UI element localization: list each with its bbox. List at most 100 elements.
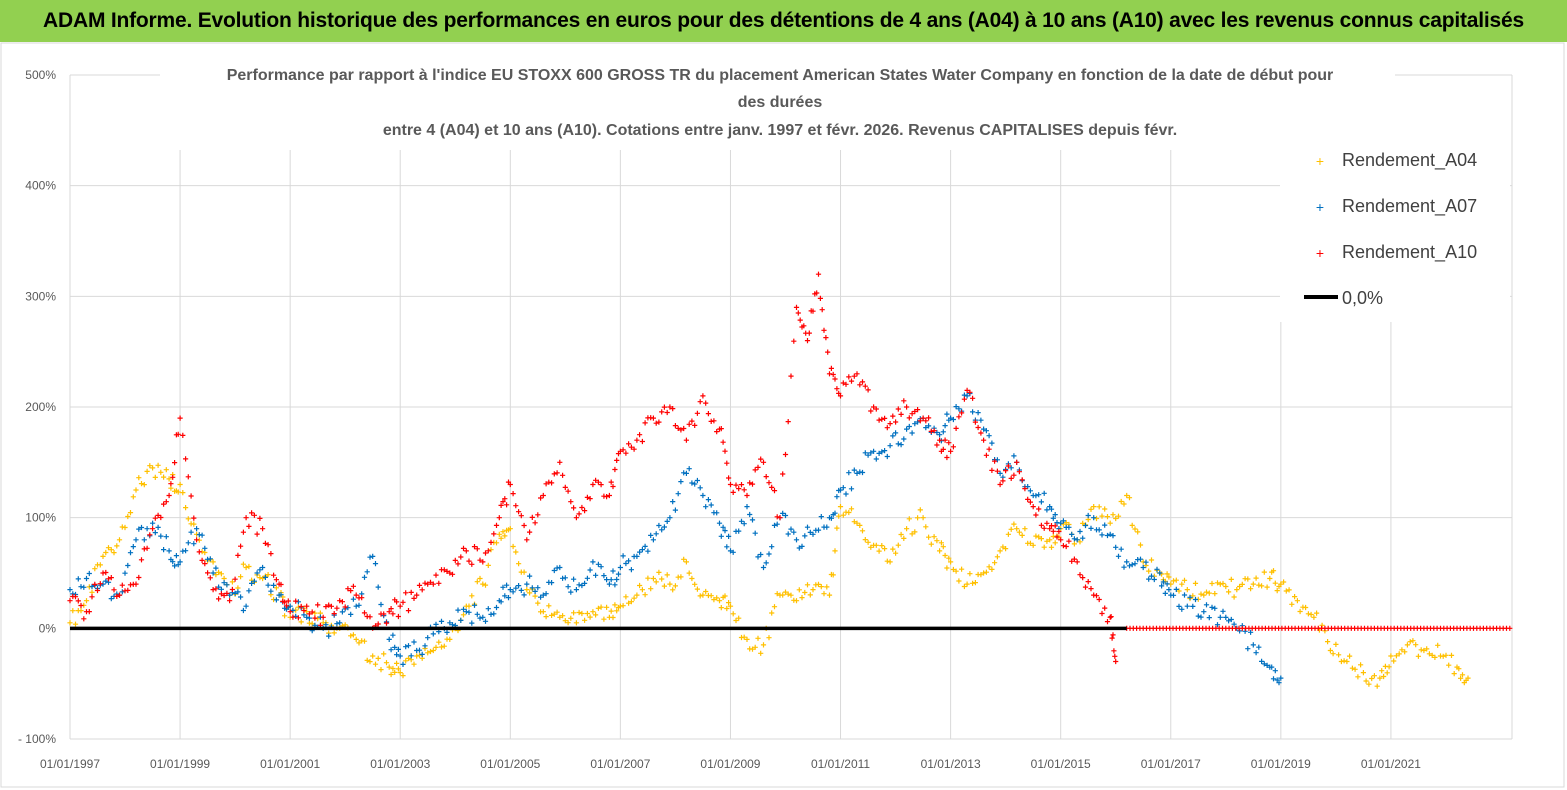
a10-point [177, 415, 183, 421]
a07-point [510, 589, 516, 595]
a04-point [1041, 544, 1047, 550]
a10-point [576, 511, 582, 517]
a04-point [1093, 515, 1100, 522]
a04-point [1121, 501, 1127, 507]
a10-point [1063, 543, 1069, 550]
a10-point [283, 603, 290, 609]
a07-point [994, 457, 1000, 463]
a04-point [1063, 520, 1069, 526]
a07-point [689, 480, 695, 486]
a07-point [565, 584, 571, 590]
a07-point [372, 561, 379, 567]
a04-point [1107, 520, 1113, 526]
a04-point [356, 640, 362, 646]
a10-point [785, 419, 791, 425]
a07-point [868, 450, 874, 456]
a07-point [527, 573, 533, 579]
x-tick-label: 01/01/1999 [150, 757, 210, 771]
a10-point [350, 583, 356, 589]
a10-point [175, 431, 181, 437]
a04-point [1148, 557, 1155, 563]
a04-point [1421, 647, 1427, 654]
x-tick-label: 01/01/2017 [1141, 757, 1201, 771]
a10-point [155, 512, 161, 518]
a04-point [986, 564, 992, 570]
a10-point [920, 415, 926, 421]
a04-point [865, 539, 871, 545]
a10-point [683, 437, 689, 443]
a10-point [826, 371, 833, 377]
a04-point [950, 566, 956, 573]
a07-point [141, 537, 147, 543]
a04-point [1102, 506, 1108, 512]
a10-point [667, 404, 673, 410]
a10-point [491, 531, 497, 537]
a10-point [882, 415, 888, 421]
a04-point [683, 559, 689, 565]
a07-point [804, 524, 811, 530]
a10-point [741, 487, 747, 493]
a07-point [672, 507, 678, 513]
a07-point [1226, 618, 1232, 624]
a07-point [568, 589, 574, 595]
a07-point [161, 547, 167, 553]
a07-point [937, 432, 943, 438]
a07-point [1044, 507, 1050, 513]
a10-point [493, 522, 500, 528]
a10-point [293, 598, 299, 604]
a07-point [202, 545, 208, 551]
a10-point [876, 417, 882, 423]
a04-point [1336, 652, 1342, 658]
a07-point [405, 643, 412, 649]
a10-point [560, 472, 566, 478]
a07-point [108, 596, 114, 602]
a07-point [758, 551, 764, 558]
a04-point [857, 522, 863, 528]
a10-point [623, 450, 629, 456]
a04-point [994, 554, 1000, 560]
a04-point [1038, 536, 1044, 542]
a07-point [194, 526, 200, 532]
a04-point [1104, 514, 1111, 520]
a04-point [105, 545, 112, 551]
a10-point [634, 437, 640, 443]
a04-point [836, 513, 842, 519]
a07-point [262, 574, 268, 580]
chart-title-line-2: des durées [738, 94, 823, 111]
a07-point [188, 529, 194, 535]
a07-point [873, 456, 879, 462]
a04-point [168, 485, 174, 491]
a10-point [873, 406, 879, 412]
a07-point [705, 497, 711, 503]
a07-point [1099, 532, 1105, 538]
a04-point [218, 571, 224, 577]
a04-point [1386, 664, 1392, 670]
y-tick-label: 100% [25, 511, 56, 525]
a07-point [604, 577, 610, 583]
a07-point [557, 564, 563, 571]
a07-point [155, 524, 161, 530]
a04-point [923, 524, 929, 530]
a07-point [774, 521, 780, 527]
a07-point [1074, 537, 1080, 543]
a07-point [978, 417, 984, 423]
a07-point [1085, 512, 1091, 519]
a07-point [83, 575, 90, 582]
a10-point [1113, 658, 1119, 665]
a04-point [928, 541, 934, 547]
a04-point [1393, 653, 1399, 659]
a07-point [1228, 616, 1234, 623]
a07-point [736, 528, 742, 534]
a07-point [348, 611, 354, 617]
a10-point [714, 429, 720, 435]
a04-point [466, 603, 472, 609]
a04-point [1248, 586, 1254, 592]
a10-point [582, 508, 588, 514]
a10-point [1066, 538, 1072, 544]
a07-point [460, 606, 467, 612]
a07-point [744, 504, 750, 510]
a04-point [1008, 526, 1014, 532]
a07-point [837, 487, 844, 493]
a10-point [218, 591, 224, 597]
a04-point [628, 599, 634, 605]
